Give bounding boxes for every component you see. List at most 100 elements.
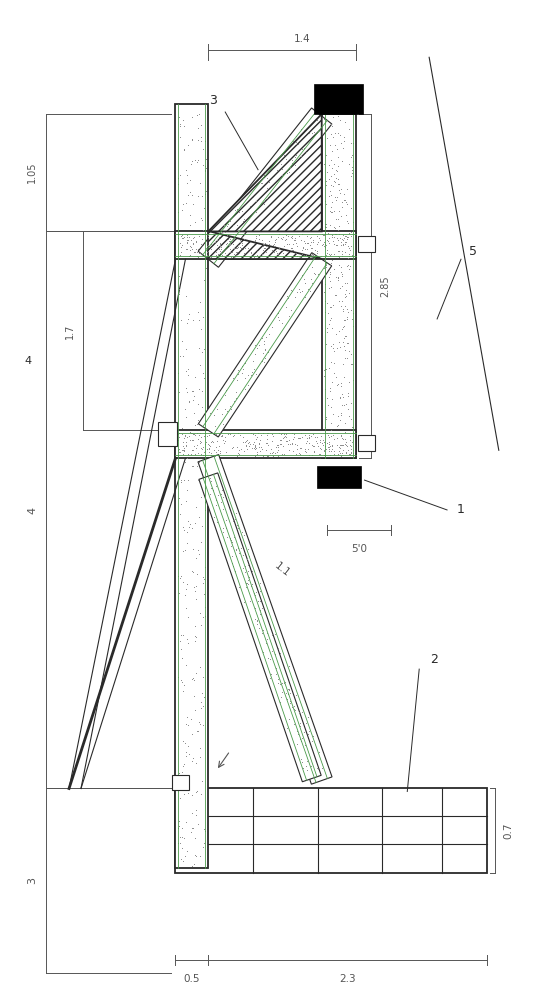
Point [186,424,194,440]
Point [224,231,232,247]
Point [205,438,214,454]
Point [212,426,220,442]
Point [327,229,336,245]
Point [202,151,210,167]
Point [313,228,322,244]
Point [262,635,270,651]
Point [306,237,315,253]
Point [196,700,205,716]
Point [203,441,211,457]
Point [239,594,248,610]
Point [246,578,255,594]
Point [319,432,327,448]
Point [180,848,189,864]
Point [341,424,350,440]
Point [337,234,346,250]
Point [347,162,356,178]
Point [282,299,291,315]
Point [213,401,222,417]
Point [294,228,303,244]
Point [182,409,190,425]
Point [315,434,324,450]
Point [226,530,234,546]
Point [325,429,333,445]
Point [296,446,304,462]
Point [201,502,209,518]
Point [230,427,239,443]
Point [200,823,209,839]
Point [174,384,183,400]
Point [177,829,186,845]
Point [326,183,335,199]
Point [175,235,184,251]
Point [180,142,188,158]
Point [270,168,279,184]
Point [182,535,191,551]
Point [241,437,250,453]
Point [268,433,277,449]
Point [206,470,215,486]
Point [181,587,189,603]
Point [342,231,351,247]
Point [256,439,265,455]
Point [301,737,309,753]
Text: 0.5: 0.5 [184,974,200,984]
Point [177,474,185,490]
Point [325,188,334,204]
Point [186,824,195,840]
Point [227,538,235,554]
Point [233,372,242,388]
Point [337,378,346,394]
Point [331,137,340,153]
Point [325,439,333,455]
Point [307,240,316,256]
Point [274,439,282,455]
Point [347,248,356,264]
Point [324,436,333,452]
Point [181,428,190,444]
Point [263,190,271,206]
Point [330,246,338,262]
Point [183,235,192,251]
Point [261,350,270,366]
Point [174,425,183,441]
Point [326,399,335,415]
Point [190,427,199,443]
Point [338,266,346,282]
Point [177,780,186,796]
Point [305,283,314,299]
Point [316,232,325,248]
Point [190,583,199,599]
Point [325,441,333,457]
Point [341,244,349,260]
Point [209,482,217,498]
Point [250,337,259,353]
Point [330,219,339,235]
Point [334,108,342,124]
Point [212,492,220,508]
Point [234,362,242,378]
Point [343,229,352,245]
Point [221,387,230,403]
Point [320,361,329,377]
Point [267,229,276,245]
Point [336,127,345,143]
Polygon shape [198,108,332,267]
Point [348,419,356,435]
Point [188,235,197,251]
Point [188,241,196,257]
Point [201,160,210,176]
Point [321,249,330,265]
Point [223,227,231,243]
Point [302,435,310,451]
Point [243,576,252,592]
Point [244,438,253,454]
Point [328,391,337,407]
Point [173,820,182,836]
Point [296,232,305,248]
Bar [357,435,376,451]
Point [248,238,256,254]
Point [327,279,335,295]
Point [323,320,331,336]
Point [177,239,185,255]
